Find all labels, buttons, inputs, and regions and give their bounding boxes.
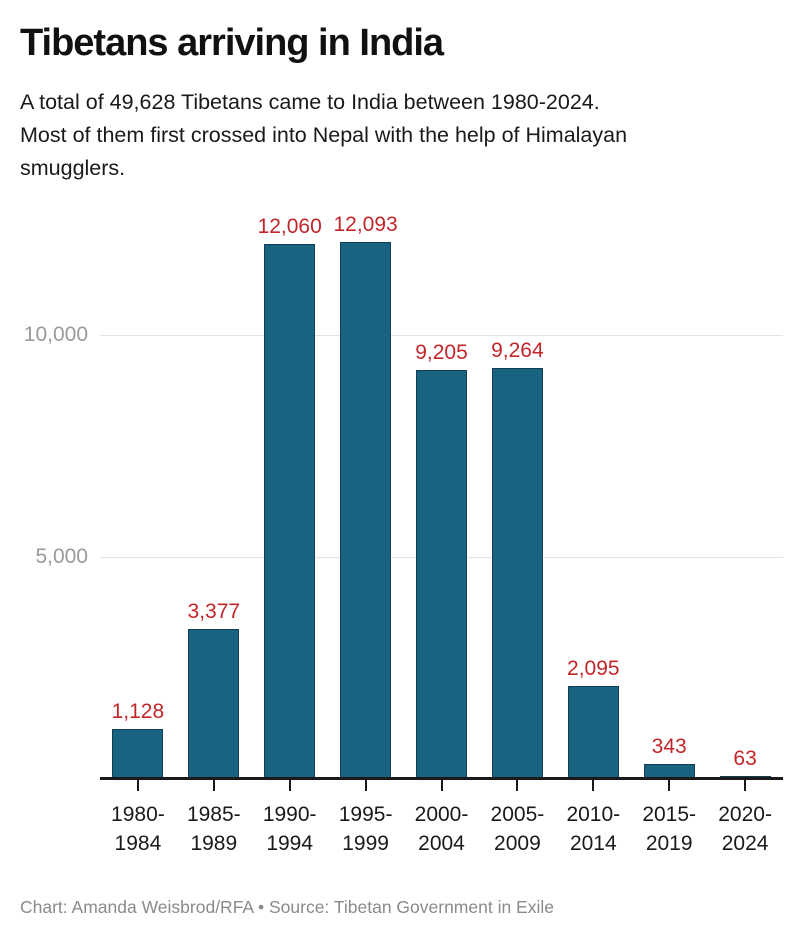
x-axis-label-1985-1989: 1985- 1989 xyxy=(154,800,274,858)
gridline-10000 xyxy=(100,335,783,336)
x-axis-tick-1995-1999 xyxy=(364,780,367,791)
value-label-1990-1994: 12,060 xyxy=(257,214,322,238)
value-label-1995-1999: 12,093 xyxy=(333,213,398,237)
x-axis-label-line: 2024 xyxy=(721,832,769,855)
x-axis-label-line: 1995- xyxy=(338,803,393,826)
x-axis-label-line: 2014 xyxy=(569,832,617,855)
chart-title: Tibetans arriving in India xyxy=(20,22,444,64)
x-axis-label-line: 2000- xyxy=(414,803,469,826)
bar-1985-1989 xyxy=(188,629,240,779)
x-axis-label-line: 2019 xyxy=(645,832,693,855)
x-axis-label-line: 2004 xyxy=(418,832,465,855)
x-axis-label-line: 1985- xyxy=(186,803,241,826)
value-label-2020-2024: 63 xyxy=(733,747,757,770)
x-axis-tick-1985-1989 xyxy=(212,780,215,791)
x-axis-label-line: 1984 xyxy=(114,832,162,855)
y-axis-label-10000: 10,000 xyxy=(23,323,88,346)
value-label-2015-2019: 343 xyxy=(651,734,687,758)
chart-subtitle: A total of 49,628 Tibetans came to India… xyxy=(20,86,627,185)
x-axis-label-line: 1980- xyxy=(111,803,165,826)
x-axis-label-line: 2015- xyxy=(642,803,697,826)
value-label-1985-1989: 3,377 xyxy=(187,600,241,624)
value-label-2000-2004: 9,205 xyxy=(415,341,468,365)
x-axis-label-line: 2005- xyxy=(490,803,545,826)
subtitle-line-1: A total of 49,628 Tibetans came to India… xyxy=(20,90,600,114)
subtitle-line-2: Most of them first crossed into Nepal wi… xyxy=(20,123,628,147)
x-axis-tick-1990-1994 xyxy=(288,780,291,791)
y-axis-label-5000: 5,000 xyxy=(35,545,88,568)
x-axis-label-2000-2004: 2000- 2004 xyxy=(382,800,502,858)
x-axis-tick-2005-2009 xyxy=(516,780,519,791)
x-axis-label-1980-1984: 1980- 1984 xyxy=(78,800,198,858)
x-axis-label-2020-2024: 2020- 2024 xyxy=(685,800,800,858)
x-axis-label-1995-1999: 1995- 1999 xyxy=(306,800,426,858)
x-axis-tick-2020-2024 xyxy=(744,780,747,791)
x-axis-label-2010-2014: 2010- 2014 xyxy=(533,800,653,858)
x-axis-tick-1980-1984 xyxy=(136,780,139,791)
x-axis-label-line: 1990- xyxy=(262,803,317,826)
bar-2010-2014 xyxy=(567,686,619,779)
x-axis-tick-2015-2019 xyxy=(668,780,671,791)
x-axis-tick-2000-2004 xyxy=(440,780,443,791)
bar-1980-1984 xyxy=(112,728,164,779)
chart-credit: Chart: Amanda Weisbrod/RFA • Source: Tib… xyxy=(20,897,554,917)
value-label-2005-2009: 9,264 xyxy=(491,338,544,362)
value-label-1980-1984: 1,128 xyxy=(111,699,165,723)
x-axis-label-1990-1994: 1990- 1994 xyxy=(230,800,350,858)
x-axis-label-line: 2009 xyxy=(494,832,541,855)
bar-1995-1999 xyxy=(340,242,392,779)
bar-1990-1994 xyxy=(264,243,316,779)
subtitle-line-3: smugglers. xyxy=(20,156,126,180)
x-axis-label-2015-2019: 2015- 2019 xyxy=(609,800,729,858)
bar-2000-2004 xyxy=(416,370,467,779)
x-axis-tick-2010-2014 xyxy=(592,780,595,791)
x-axis-label-line: 1999 xyxy=(342,832,389,855)
value-label-2010-2014: 2,095 xyxy=(567,657,620,680)
x-axis-label-line: 2010- xyxy=(566,803,621,826)
x-axis-label-line: 2020- xyxy=(718,803,772,826)
x-axis-line xyxy=(100,777,783,780)
bar-2005-2009 xyxy=(491,367,543,779)
x-axis-label-line: 1994 xyxy=(266,832,314,855)
x-axis-label-2005-2009: 2005- 2009 xyxy=(457,800,577,858)
x-axis-label-line: 1989 xyxy=(190,832,238,855)
